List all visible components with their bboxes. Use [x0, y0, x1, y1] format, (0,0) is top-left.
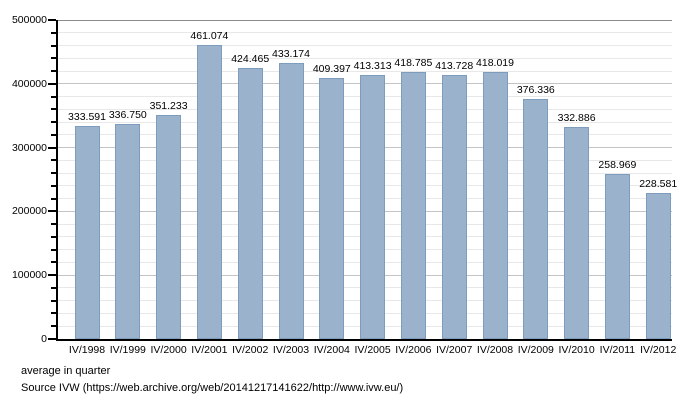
plot-area: 333.591 IV/1998 336.750 IV/1999 351.233 IV/20… — [48, 19, 677, 356]
footer-average-note: average in quarter — [21, 365, 111, 377]
bar-value-label: 376.336 — [516, 83, 555, 96]
y-tick-minor — [51, 172, 56, 175]
y-tick-minor — [51, 31, 56, 34]
x-axis-tick-label: IV/2010 — [558, 344, 595, 356]
x-axis-tick-label: IV/2001 — [191, 344, 228, 356]
y-tick-minor — [51, 133, 56, 136]
bar-IV/2006 — [400, 71, 426, 339]
y-tick-minor — [51, 108, 56, 111]
y-tick-minor — [51, 312, 56, 315]
bar-value-label: 413.728 — [435, 60, 474, 73]
y-tick-minor — [51, 248, 56, 251]
gridline-minor — [58, 32, 672, 34]
bar-value-label: 418.019 — [476, 57, 514, 70]
bar-value-label: 461.074 — [190, 29, 229, 42]
bar-IV/2012 — [645, 193, 671, 339]
y-tick-minor — [51, 57, 56, 60]
bar-value-label: 424.465 — [231, 53, 270, 66]
y-tick-minor — [51, 95, 56, 98]
gridline-major — [58, 19, 672, 21]
y-tick-major — [48, 338, 56, 340]
y-tick-minor — [51, 44, 56, 47]
bar-value-label: 336.750 — [108, 109, 147, 122]
x-axis-tick-label: IV/2005 — [354, 344, 391, 356]
x-axis-tick-label: IV/2012 — [640, 344, 677, 356]
bar-value-label: 333.591 — [68, 111, 106, 124]
gridline-minor — [58, 45, 672, 47]
x-axis-tick-label: IV/1998 — [68, 344, 106, 356]
x-axis-tick-label: IV/2007 — [436, 344, 473, 356]
bar-value-label: 433.174 — [272, 47, 310, 60]
x-axis-tick-label: IV/2006 — [395, 344, 432, 356]
bar-IV/2003 — [278, 62, 304, 339]
gridline-minor — [58, 57, 672, 59]
bar-IV/2001 — [196, 44, 222, 339]
bar-value-label: 258.969 — [598, 158, 637, 171]
x-axis-tick-label: IV/2003 — [272, 344, 310, 356]
y-axis-line — [56, 20, 58, 341]
bar-IV/2008 — [482, 72, 508, 339]
y-tick-major — [48, 210, 56, 213]
y-axis-tick-label: 200000 — [11, 205, 47, 218]
y-tick-minor — [51, 159, 56, 162]
bar-IV/2010 — [564, 126, 590, 339]
x-axis-tick-label: IV/1999 — [109, 344, 146, 356]
x-axis-tick-label: IV/2009 — [517, 344, 554, 356]
footer-source-note: Source IVW (https://web.archive.org/web/… — [21, 382, 404, 394]
x-axis-tick-label: IV/2000 — [150, 344, 187, 356]
x-axis-line — [56, 339, 672, 341]
x-axis-tick-label: IV/2011 — [599, 344, 636, 356]
x-axis-tick-label: IV/2002 — [232, 344, 269, 356]
bar-IV/2005 — [360, 75, 386, 339]
bar-value-label: 418.785 — [394, 56, 433, 69]
y-tick-major — [48, 274, 56, 277]
y-tick-minor — [51, 197, 56, 200]
bar-IV/2004 — [319, 77, 345, 339]
y-axis-tick-label: 300000 — [11, 141, 47, 154]
bar-IV/1998 — [74, 126, 100, 339]
y-tick-minor — [51, 223, 56, 226]
bar-value-label: 409.397 — [312, 62, 351, 75]
y-tick-minor — [51, 184, 56, 187]
y-tick-minor — [51, 286, 56, 289]
bar-IV/2000 — [156, 114, 182, 339]
bar-value-label: 351.233 — [149, 99, 188, 112]
x-axis-tick-label: IV/2004 — [313, 344, 350, 356]
y-axis-tick-label: 400000 — [11, 77, 47, 90]
bar-IV/2002 — [237, 68, 263, 339]
y-tick-major — [48, 82, 56, 85]
y-axis-tick-label: 0 — [41, 333, 47, 345]
bar-IV/2007 — [441, 75, 467, 339]
bar-value-label: 332.886 — [557, 111, 596, 124]
bar-value-label: 228.581 — [639, 178, 678, 191]
y-tick-minor — [51, 121, 56, 124]
x-axis-tick-label: IV/2008 — [476, 344, 514, 356]
bar-value-label: 413.313 — [353, 60, 392, 73]
y-tick-major — [48, 19, 56, 21]
bar-IV/2011 — [604, 173, 630, 339]
y-tick-minor — [51, 299, 56, 302]
bar-IV/2009 — [523, 98, 549, 339]
y-tick-minor — [51, 70, 56, 73]
y-tick-major — [48, 146, 56, 149]
y-tick-minor — [51, 261, 56, 264]
y-tick-minor — [51, 235, 56, 238]
gridline-minor — [58, 70, 672, 72]
y-tick-minor — [51, 325, 56, 328]
y-axis-tick-label: 100000 — [11, 269, 47, 282]
y-axis-tick-label: 500000 — [11, 14, 47, 26]
bar-IV/1999 — [115, 124, 141, 339]
